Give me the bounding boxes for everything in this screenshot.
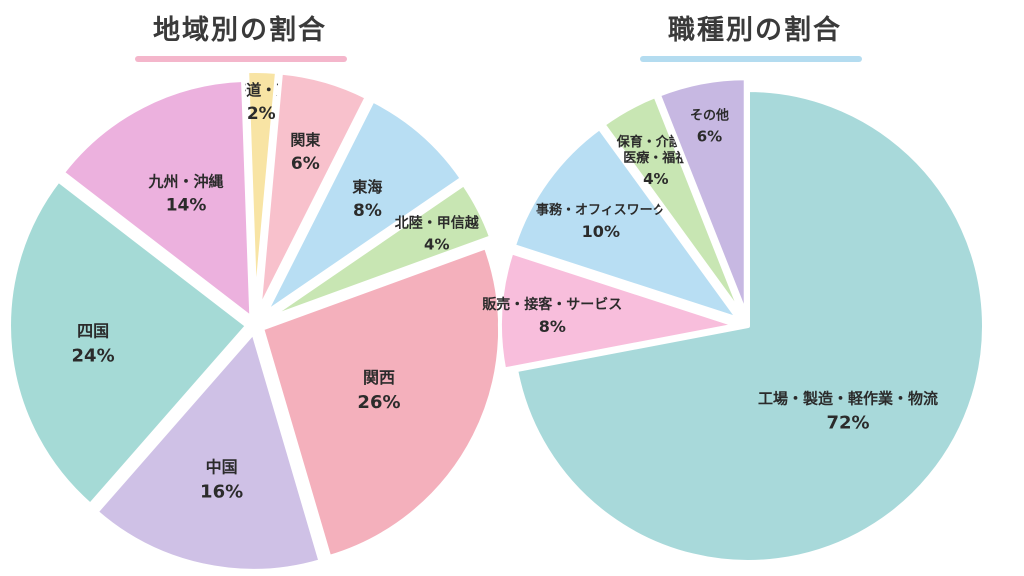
job-slice-value-3: 4% <box>643 170 668 188</box>
region-slice-label-6-0: 四国 <box>77 321 109 340</box>
job-slice-label-group-2: 事務・オフィスワーク 10% <box>536 202 666 241</box>
job-title-underline <box>640 56 862 62</box>
region-slice-4 <box>260 245 503 559</box>
job-slice-label-4-0: その他 <box>690 108 729 124</box>
region-slice-0 <box>245 69 280 312</box>
region-chart-title: 地域別の割合 <box>153 15 327 46</box>
region-slice-label-group-6: 四国 24% <box>72 321 115 366</box>
job-slice-4 <box>656 76 748 317</box>
job-chart-title: 職種別の割合 <box>668 15 842 46</box>
region-slice-7 <box>60 78 254 320</box>
region-slice-label-group-4: 関西 26% <box>357 368 400 413</box>
region-slice-value-2: 8% <box>353 201 382 221</box>
region-slice-value-0: 2% <box>247 104 276 124</box>
region-slice-label-1-0: 関東 <box>290 131 320 149</box>
job-slice-label-group-0: 工場・製造・軽作業・物流 72% <box>758 390 938 434</box>
region-slice-value-6: 24% <box>72 345 115 366</box>
region-slice-value-3: 4% <box>424 236 449 254</box>
job-slice-value-0: 72% <box>826 413 869 434</box>
job-slice-label-3-1: 医療・福祉 <box>623 150 688 166</box>
job-pie: 工場・製造・軽作業・物流 72% 販売・接客・サービス 8% 事務・オフィスワーク 10%… <box>482 76 986 564</box>
region-slice-label-group-7: 九州・沖縄 14% <box>148 172 224 215</box>
region-slice-label-group-2: 東海 8% <box>352 178 382 221</box>
region-slice-2 <box>263 98 464 315</box>
region-slice-value-7: 14% <box>166 195 207 215</box>
job-slice-0 <box>514 88 986 564</box>
region-slice-value-4: 26% <box>357 392 400 413</box>
job-slice-label-1-0: 販売・接客・サービス <box>482 296 622 313</box>
region-slice-label-group-1: 関東 6% <box>290 131 320 174</box>
region-slice-3 <box>265 182 494 321</box>
region-slice-value-1: 6% <box>291 154 320 174</box>
region-slice-label-2-0: 東海 <box>352 178 382 196</box>
region-slice-1 <box>257 70 369 312</box>
job-slice-value-1: 8% <box>539 317 566 336</box>
job-slice-label-group-1: 販売・接客・サービス 8% <box>482 296 622 336</box>
job-slice-value-2: 10% <box>582 222 620 241</box>
job-slice-3 <box>601 94 745 318</box>
region-slice-value-5: 16% <box>200 481 243 502</box>
job-slice-value-4: 6% <box>697 128 722 146</box>
job-slice-1 <box>498 250 739 372</box>
region-slice-5 <box>94 330 323 573</box>
region-slice-label-4-0: 関西 <box>363 368 395 387</box>
job-slice-label-group-4: その他 6% <box>690 108 729 146</box>
region-slice-label-group-5: 中国 16% <box>200 457 243 502</box>
job-slice-label-group-3: 保育・介護・医療・福祉4% <box>616 134 695 188</box>
region-slice-6 <box>7 178 250 507</box>
region-slice-label-group-3: 北陸・甲信越 4% <box>395 215 480 254</box>
region-pie: 北海道・東北2%関東6%東海8%北陸・甲信越4%関西26%中国16%四国24%九… <box>7 69 503 573</box>
job-slice-label-0-0: 工場・製造・軽作業・物流 <box>758 390 938 408</box>
job-slice-label-2-0: 事務・オフィスワーク <box>536 202 666 218</box>
region-slice-label-5-0: 中国 <box>206 457 238 476</box>
region-slice-label-3-0: 北陸・甲信越 <box>395 215 480 232</box>
job-slice-2 <box>511 126 741 321</box>
region-slice-label-7-0: 九州・沖縄 <box>148 172 224 190</box>
region-title-underline <box>135 56 347 62</box>
